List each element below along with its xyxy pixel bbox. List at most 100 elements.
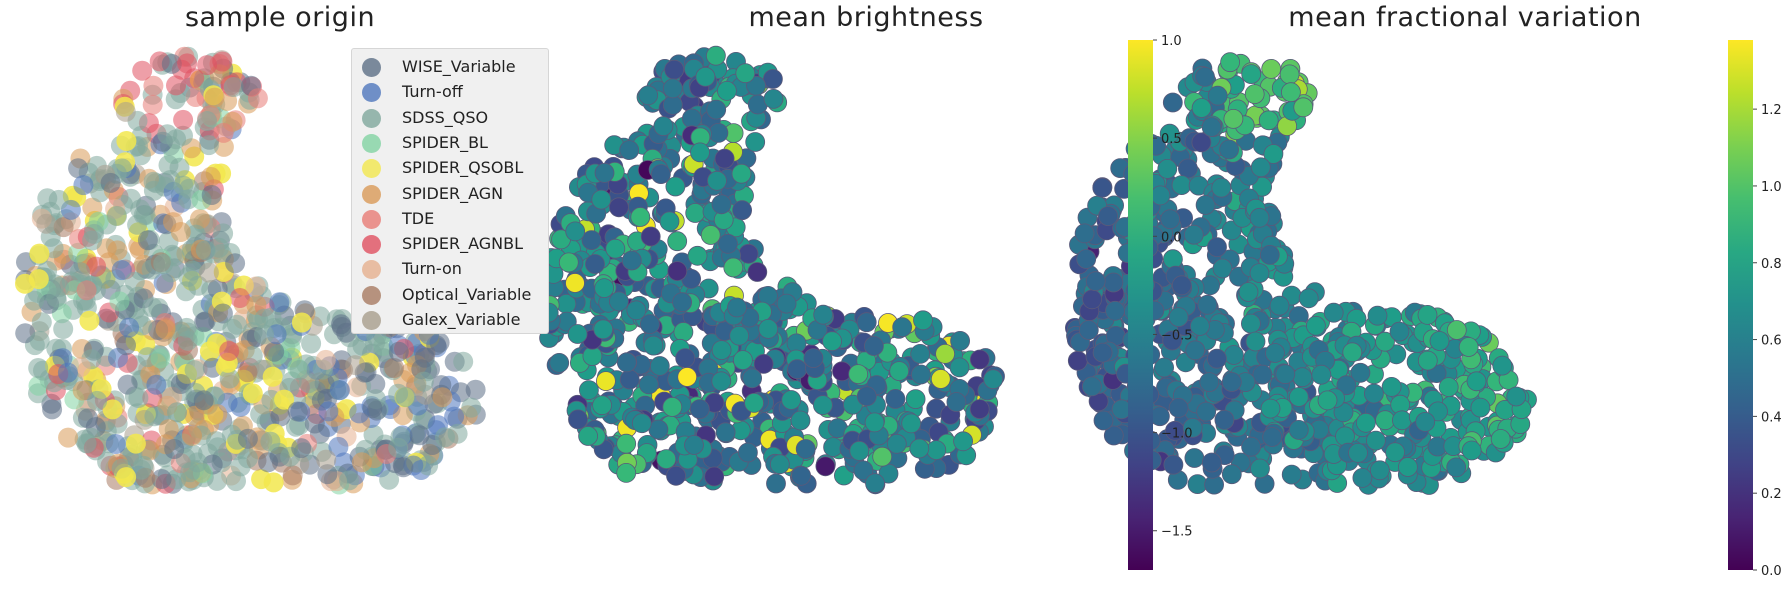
scatter-point <box>565 221 586 242</box>
scatter-point <box>781 390 802 410</box>
scatter-point <box>1183 224 1204 245</box>
scatter-point <box>969 349 990 370</box>
scatter-point <box>649 356 670 376</box>
scatter-point <box>1191 98 1212 118</box>
scatter-point <box>166 129 187 150</box>
scatter-point <box>143 75 164 96</box>
scatter-point <box>711 340 732 361</box>
scatter-point <box>1224 345 1244 365</box>
scatter-point <box>24 290 45 311</box>
scatter-point <box>910 343 931 364</box>
scatter-point <box>689 399 710 420</box>
legend-swatch <box>362 285 381 305</box>
scatter-point <box>630 207 651 227</box>
colorbar-tick-label: 0.5 <box>1161 132 1182 147</box>
scatter-point <box>594 162 615 183</box>
scatter-point <box>651 164 671 185</box>
scatter-point <box>591 189 612 210</box>
scatter-point <box>1335 426 1355 447</box>
legend: WISE_Variable Turn-off SDSS_QSO SPIDER_BL SP… <box>351 48 549 334</box>
scatter-point <box>1182 417 1203 438</box>
scatter-point <box>1306 315 1326 336</box>
legend-swatch <box>362 83 381 103</box>
scatter-point <box>1281 82 1301 103</box>
scatter-point <box>640 314 660 335</box>
legend-label: Galex_Variable <box>402 310 521 329</box>
scatter-point <box>76 433 97 454</box>
scatter-point <box>339 470 360 491</box>
scatter-point <box>115 101 136 122</box>
scatter-point <box>1317 390 1338 411</box>
scatter-point <box>1429 331 1450 351</box>
scatter-point <box>1168 397 1189 418</box>
scatter-point <box>1249 207 1270 228</box>
scatter-point <box>28 269 49 290</box>
scatter-point <box>872 446 893 467</box>
scatter-point <box>659 211 680 232</box>
scatter-point <box>616 462 637 483</box>
scatter-point <box>1263 144 1284 164</box>
scatter-point <box>409 425 430 446</box>
scatter-point <box>1244 84 1265 104</box>
scatter-point <box>865 473 885 494</box>
scatter-point <box>200 166 221 187</box>
scatter-point <box>1092 177 1113 198</box>
scatter-point <box>723 257 744 278</box>
scatter-point <box>1352 467 1373 488</box>
scatter-point <box>1446 320 1467 340</box>
scatter-point <box>105 434 126 454</box>
legend-swatch <box>362 209 381 229</box>
scatter-point <box>318 401 339 422</box>
scatter-point <box>57 362 78 383</box>
scatter-point <box>125 433 146 454</box>
scatter-point <box>656 449 677 470</box>
scatter-point <box>1417 304 1438 325</box>
scatter-point <box>704 466 725 487</box>
scatter-point <box>581 230 602 251</box>
scatter-point <box>435 427 455 448</box>
scatter-point <box>815 456 836 477</box>
scatter-point <box>289 360 310 380</box>
scatter-point <box>1168 307 1189 328</box>
scatter-point <box>653 116 674 137</box>
scatter-point <box>131 459 152 480</box>
scatter-point <box>262 366 283 387</box>
scatter-panel-mean-fractional-variation <box>1065 52 1537 495</box>
scatter-point <box>173 175 194 196</box>
scatter-point <box>395 387 416 408</box>
scatter-point <box>892 317 913 338</box>
scatter-point <box>351 452 372 473</box>
colorbar-tick-label: 0.8 <box>1761 257 1782 272</box>
scatter-point <box>744 392 764 413</box>
scatter-point <box>864 336 884 356</box>
scatter-point <box>72 380 93 401</box>
scatter-point <box>813 304 834 325</box>
scatter-point <box>146 374 167 395</box>
scatter-point <box>1212 258 1233 279</box>
scatter-point <box>137 230 158 251</box>
scatter-point <box>695 66 716 87</box>
scatter-point <box>116 131 137 151</box>
scatter-point <box>1262 427 1283 447</box>
scatter-point <box>675 348 696 369</box>
scatter-point <box>258 452 279 473</box>
scatter-point <box>631 413 652 434</box>
scatter-point <box>766 473 786 494</box>
scatter-point <box>226 471 246 492</box>
scatter-point <box>121 188 141 209</box>
scatter-point <box>453 351 474 372</box>
scatter-point <box>1288 419 1309 440</box>
scatter-point <box>1279 64 1300 85</box>
scatter-point <box>690 142 710 163</box>
scatter-point <box>687 245 708 266</box>
scatter-point <box>1298 288 1319 309</box>
colorbar-tick-label: 0.0 <box>1161 230 1182 245</box>
scatter-point <box>1150 185 1171 206</box>
scatter-point <box>1438 377 1459 398</box>
scatter-point <box>1250 458 1270 479</box>
scatter-point <box>254 324 274 345</box>
scatter-point <box>621 250 642 271</box>
scatter-point <box>1506 386 1527 407</box>
scatter-point <box>763 89 784 109</box>
